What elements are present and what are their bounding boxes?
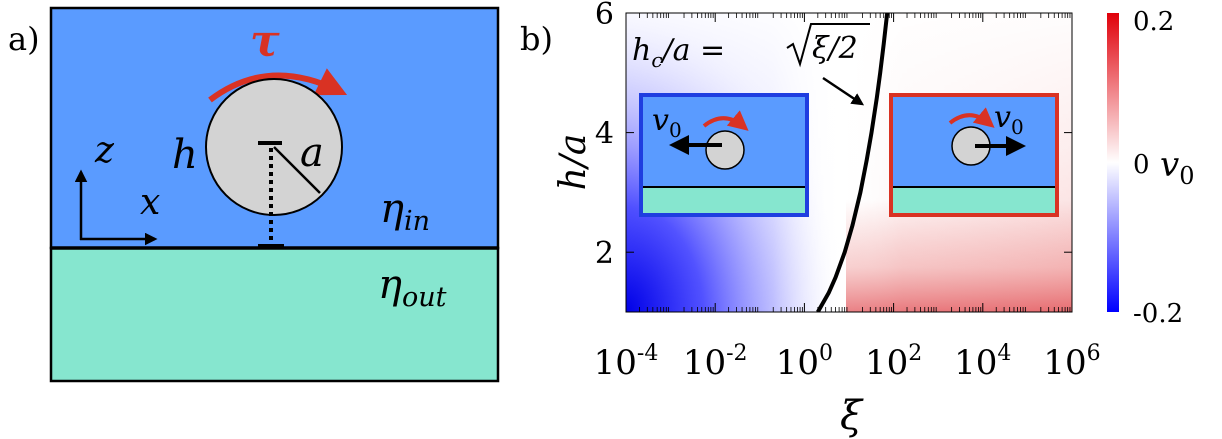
colorbar-tick-min: -0.2 bbox=[1133, 299, 1183, 329]
x-tick-label: 102 bbox=[865, 341, 922, 383]
inset-left-velocity-label: v0 bbox=[652, 103, 682, 142]
x-ticks: 10-4 10-2 100 102 104 106 bbox=[594, 13, 1101, 383]
y-tick-label: 4 bbox=[595, 117, 614, 152]
inset-right: v0 bbox=[889, 93, 1059, 217]
curve-formula-label: hc/a = bbox=[632, 33, 725, 72]
sqrt-sign bbox=[786, 23, 870, 68]
colorbar-title-sub: 0 bbox=[1179, 162, 1194, 190]
inset-right-v-sub: 0 bbox=[1011, 115, 1024, 139]
colorbar-title-v: v bbox=[1160, 145, 1179, 185]
inset-right-v: v bbox=[994, 100, 1011, 135]
colorbar-gradient bbox=[1107, 13, 1119, 312]
y-tick-label: 2 bbox=[595, 236, 614, 271]
x-axis-label: ξ bbox=[840, 393, 864, 439]
panel-a-schematic: a) τ h a z x ηin ηout bbox=[8, 6, 500, 383]
eta-out-base: η bbox=[378, 262, 402, 308]
height-label: h bbox=[172, 132, 198, 178]
curve-label-mid: /a = bbox=[660, 33, 726, 68]
colorbar: 0.2 0 -0.2 v0 bbox=[1107, 7, 1195, 329]
inset-right-velocity-label: v0 bbox=[994, 100, 1024, 139]
inset-left-v-sub: 0 bbox=[669, 118, 682, 142]
x-tick-label: 104 bbox=[954, 341, 1011, 383]
x-axis-label: x bbox=[140, 182, 160, 223]
x-tick-label: 10-2 bbox=[683, 341, 748, 383]
radius-line bbox=[273, 146, 321, 194]
colorbar-title: v0 bbox=[1160, 145, 1195, 190]
inset-left-v: v bbox=[652, 103, 669, 138]
colorbar-tick-max: 0.2 bbox=[1133, 7, 1174, 37]
curve-label-sub: c bbox=[651, 48, 662, 72]
panel-a-label: a) bbox=[8, 20, 40, 58]
eta-in-sub: in bbox=[404, 206, 430, 237]
plot-frame bbox=[625, 12, 1073, 313]
lower-fluid-region bbox=[49, 246, 500, 383]
inset-left-sphere bbox=[705, 130, 745, 170]
torque-label: τ bbox=[250, 16, 280, 67]
curve-label-pointer bbox=[822, 76, 865, 106]
inset-right-rotation-icon bbox=[948, 107, 995, 128]
x-tick-label: 100 bbox=[776, 341, 833, 383]
curve-label-radicand: ξ/2 bbox=[812, 31, 858, 66]
minor-ticks bbox=[639, 13, 1071, 312]
radius-label: a bbox=[300, 130, 324, 176]
y-tick-label: 6 bbox=[595, 0, 614, 32]
inset-left-rotation-icon bbox=[702, 110, 749, 131]
curve-label-h: h bbox=[632, 33, 651, 68]
torque-arrow-icon bbox=[208, 68, 348, 103]
eta-out-label: ηout bbox=[378, 262, 447, 313]
z-axis-label: z bbox=[94, 130, 115, 171]
panel-b-chart: b) 10-4 10-2 100 102 104 106 2 4 6 hc/a = ξ/2 bbox=[520, 0, 1195, 439]
x-tick-label: 10-4 bbox=[594, 341, 659, 383]
eta-in-label: ηin bbox=[380, 186, 430, 237]
panel-b-label: b) bbox=[520, 20, 553, 58]
y-axis-label: h/a bbox=[553, 134, 594, 191]
colorbar-tick-mid: 0 bbox=[1133, 150, 1150, 180]
critical-height-curve bbox=[816, 13, 890, 312]
eta-out-sub: out bbox=[402, 282, 447, 313]
x-tick-label: 106 bbox=[1043, 341, 1100, 383]
inset-left: v0 bbox=[639, 93, 809, 217]
eta-in-base: η bbox=[380, 186, 404, 232]
